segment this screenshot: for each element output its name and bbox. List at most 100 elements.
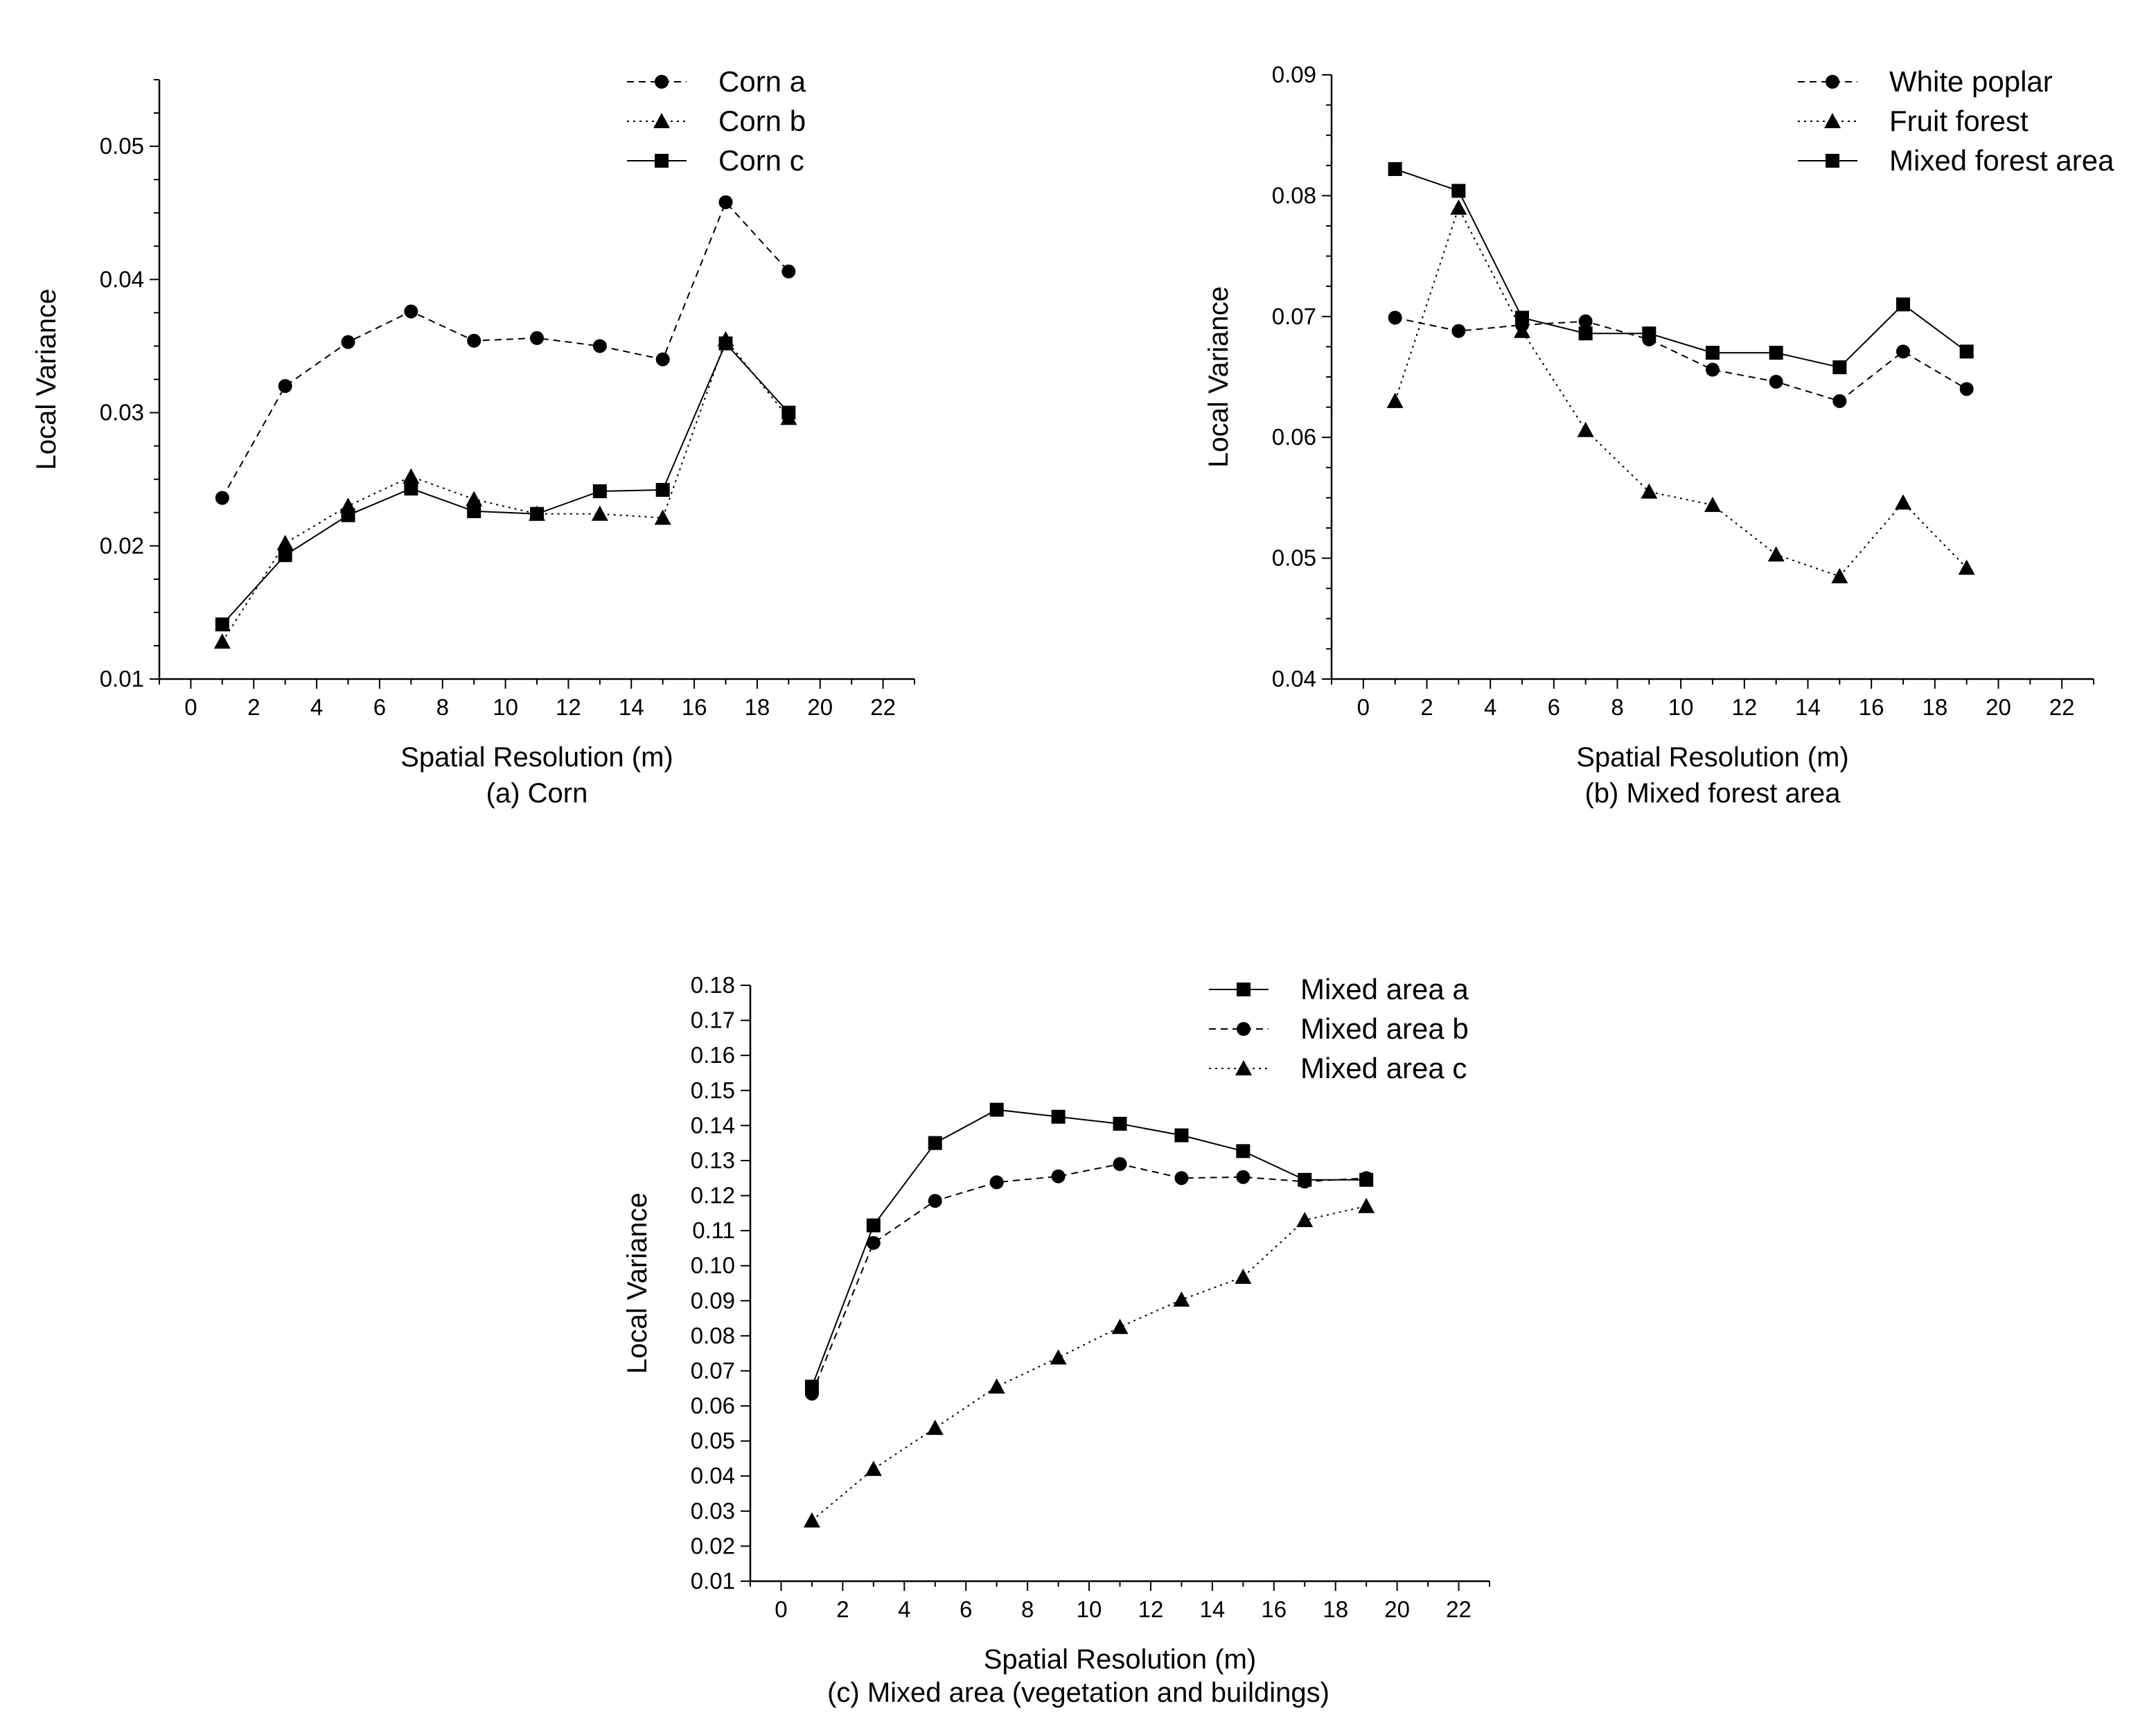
x-tick-label: 12 (1138, 1596, 1164, 1622)
legend-label: Corn c (718, 144, 804, 177)
series-corn-a (215, 195, 796, 505)
x-tick-label: 16 (1859, 694, 1884, 720)
legend-triangle-marker (653, 113, 670, 128)
x-tick-label: 10 (1668, 694, 1694, 720)
x-tick-label: 0 (1357, 694, 1370, 720)
y-tick-label: 0.15 (691, 1077, 735, 1103)
chart-panel-c: 0 2 4 6 8 10 12 14 16 18 20 22 0.01 0.02 0.03 0.04 0.05 0… (622, 972, 1490, 1708)
x-tick-label: 22 (870, 694, 896, 720)
data-point-square-marker (1959, 344, 1974, 359)
data-point-circle-marker (1113, 1157, 1127, 1171)
series-line (221, 337, 790, 642)
x-tick-label: 18 (1922, 694, 1947, 720)
data-point-triangle-marker (1296, 1211, 1314, 1227)
data-point-square-marker (278, 548, 292, 563)
y-tick-label: 0.06 (691, 1393, 735, 1418)
data-point-square-marker (341, 508, 355, 522)
data-point-square-marker (989, 1102, 1004, 1117)
data-point-triangle-marker (926, 1419, 944, 1435)
x-tick-label: 10 (493, 694, 518, 720)
x-tick-label: 16 (1261, 1596, 1287, 1622)
data-point-square-marker (928, 1136, 942, 1150)
legend-entry-corn-b: Corn b (627, 105, 806, 137)
x-axis-title: Spatial Resolution (m) (984, 1644, 1257, 1675)
x-tick-label: 14 (1795, 694, 1821, 720)
series-mixed-area-b (804, 1157, 1374, 1401)
data-point-square-marker (215, 617, 229, 632)
y-tick-label: 0.06 (1272, 424, 1316, 450)
data-point-triangle-marker (1358, 1197, 1375, 1213)
data-point-square-marker (1832, 360, 1847, 375)
data-point-square-marker (781, 405, 796, 420)
x-tick-label: 4 (898, 1596, 910, 1622)
y-tick-label: 0.02 (691, 1533, 735, 1558)
legend-label: Mixed area b (1300, 1012, 1469, 1045)
x-tick-label: 22 (1446, 1596, 1472, 1622)
data-point-circle-marker (1388, 310, 1402, 325)
data-point-circle-marker (866, 1235, 881, 1250)
x-tick-label: 6 (1548, 694, 1560, 720)
data-point-circle-marker (1359, 1171, 1374, 1186)
y-tick-label: 0.04 (691, 1463, 735, 1488)
data-point-triangle-marker (591, 505, 608, 521)
legend-square-marker (1237, 983, 1251, 996)
data-point-circle-marker (1832, 394, 1847, 408)
data-point-triangle-marker (1641, 483, 1658, 499)
x-tick-label: 18 (1323, 1596, 1348, 1622)
data-point-triangle-marker (865, 1461, 882, 1477)
x-tick-label: 6 (373, 694, 386, 720)
x-tick-label: 12 (556, 694, 581, 720)
data-point-square-marker (404, 482, 418, 496)
data-point-circle-marker (1769, 374, 1783, 389)
data-point-circle-marker (404, 304, 418, 319)
data-point-circle-marker (1706, 362, 1720, 377)
x-tick-label: 20 (1986, 694, 2011, 720)
y-tick-label: 0.04 (1272, 666, 1316, 692)
data-point-square-marker (467, 504, 481, 518)
x-tick-label: 14 (1200, 1596, 1226, 1622)
series-line (811, 1163, 1367, 1394)
x-tick-label: 8 (436, 694, 449, 720)
legend-label: Mixed area a (1300, 973, 1469, 1005)
data-point-circle-marker (592, 339, 607, 353)
legend-label: Mixed area c (1300, 1052, 1467, 1084)
x-tick-label: 22 (2049, 694, 2075, 720)
x-tick-label: 2 (836, 1596, 849, 1622)
x-tick-label: 20 (807, 694, 833, 720)
x-tick-label: 12 (1731, 694, 1757, 720)
x-tick-label: 10 (1077, 1596, 1102, 1622)
data-point-circle-marker (1578, 314, 1593, 328)
series-line (811, 1205, 1367, 1522)
x-tick-label: 0 (184, 694, 197, 720)
data-point-triangle-marker (1235, 1268, 1252, 1284)
x-tick-label: 16 (682, 694, 707, 720)
data-point-triangle-marker (1450, 199, 1467, 215)
data-point-triangle-marker (276, 534, 294, 550)
x-tick-label: 2 (247, 694, 260, 720)
data-point-circle-marker (928, 1194, 942, 1208)
data-point-circle-marker (1896, 344, 1910, 359)
y-tick-label: 0.07 (691, 1357, 735, 1383)
y-axis-title: Local Variance (622, 1192, 653, 1374)
y-tick-label: 0.08 (691, 1323, 735, 1348)
data-point-triangle-marker (1514, 322, 1530, 338)
data-point-triangle-marker (1386, 392, 1404, 408)
y-tick-label: 0.18 (691, 972, 735, 998)
legend-triangle-marker (1824, 113, 1841, 128)
chart-caption: (c) Mixed area (vegetation and buildings… (827, 1678, 1329, 1708)
y-tick-label: 0.17 (691, 1007, 735, 1033)
legend-entry-white-poplar: White poplar (1798, 65, 2053, 98)
data-point-square-marker (1578, 326, 1593, 341)
series-corn-b (213, 331, 797, 649)
x-tick-label: 6 (960, 1596, 972, 1622)
legend-label: Corn a (718, 65, 806, 98)
data-point-circle-marker (1174, 1171, 1189, 1186)
series-mixed-area-a (804, 1102, 1374, 1394)
series-corn-c (215, 336, 796, 632)
data-point-square-marker (1388, 162, 1402, 177)
data-point-circle-marker (215, 491, 229, 505)
x-tick-label: 8 (1611, 694, 1623, 720)
data-point-circle-marker (655, 352, 670, 367)
data-point-triangle-marker (1050, 1349, 1067, 1365)
series-line (1394, 206, 1968, 577)
